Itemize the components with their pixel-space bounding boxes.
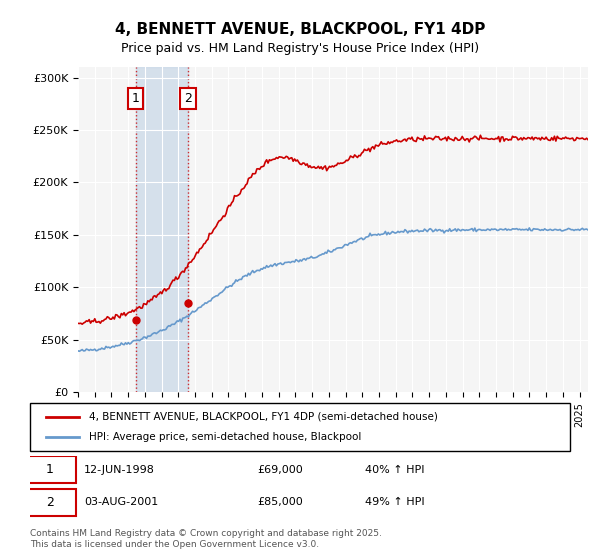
- Text: Contains HM Land Registry data © Crown copyright and database right 2025.
This d: Contains HM Land Registry data © Crown c…: [30, 529, 382, 549]
- Text: 12-JUN-1998: 12-JUN-1998: [84, 465, 155, 475]
- FancyBboxPatch shape: [25, 456, 76, 483]
- Text: HPI: Average price, semi-detached house, Blackpool: HPI: Average price, semi-detached house,…: [89, 432, 362, 442]
- Text: £69,000: £69,000: [257, 465, 302, 475]
- Bar: [136, 67, 188, 392]
- Text: 4, BENNETT AVENUE, BLACKPOOL, FY1 4DP (semi-detached house): 4, BENNETT AVENUE, BLACKPOOL, FY1 4DP (s…: [89, 412, 438, 422]
- Text: 2: 2: [46, 496, 54, 508]
- Text: £85,000: £85,000: [257, 497, 302, 507]
- Text: 4, BENNETT AVENUE, BLACKPOOL, FY1 4DP: 4, BENNETT AVENUE, BLACKPOOL, FY1 4DP: [115, 22, 485, 38]
- Text: 49% ↑ HPI: 49% ↑ HPI: [365, 497, 424, 507]
- Text: 03-AUG-2001: 03-AUG-2001: [84, 497, 158, 507]
- FancyBboxPatch shape: [30, 403, 570, 451]
- Text: 2: 2: [184, 92, 192, 105]
- Text: 1: 1: [131, 92, 140, 105]
- Text: 1: 1: [46, 464, 54, 477]
- Text: Price paid vs. HM Land Registry's House Price Index (HPI): Price paid vs. HM Land Registry's House …: [121, 42, 479, 55]
- Text: 40% ↑ HPI: 40% ↑ HPI: [365, 465, 424, 475]
- FancyBboxPatch shape: [25, 488, 76, 516]
